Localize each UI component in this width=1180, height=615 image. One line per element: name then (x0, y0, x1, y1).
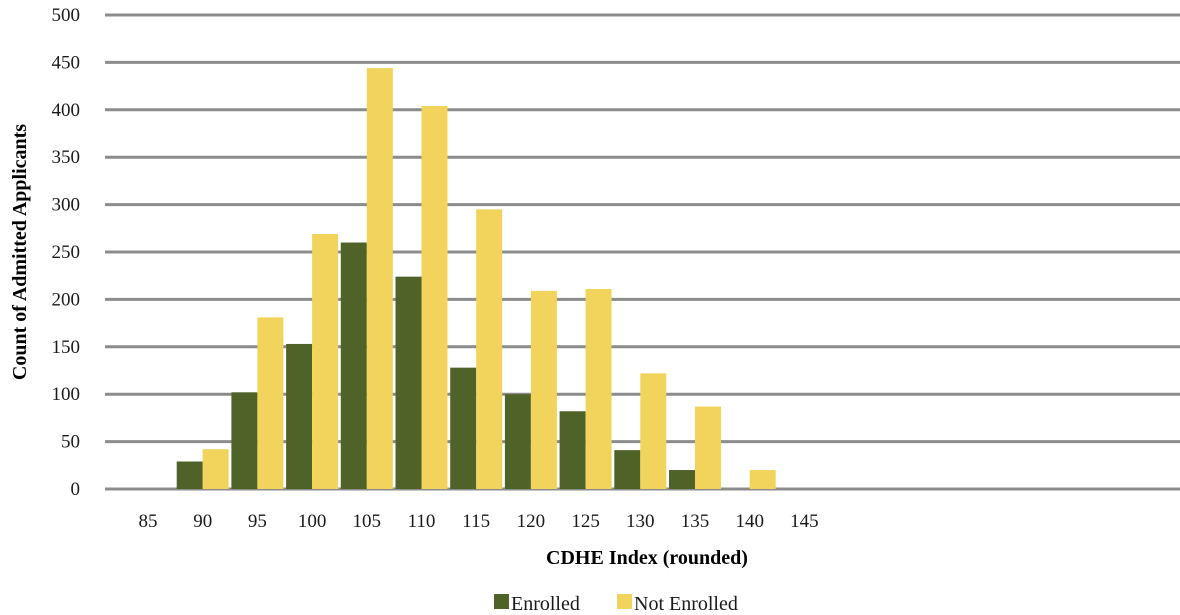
bar-not-enrolled-90 (202, 449, 229, 489)
x-tick-label: 145 (790, 511, 819, 532)
x-tick-label: 140 (735, 511, 764, 532)
bar-enrolled-100 (286, 343, 313, 489)
legend-label-enrolled: Enrolled (511, 593, 580, 615)
y-axis-title: Count of Admitted Applicants (9, 124, 31, 380)
bar-not-enrolled-100 (312, 233, 339, 489)
bar-enrolled-95 (231, 392, 258, 489)
legend: Enrolled Not Enrolled (494, 593, 738, 615)
bar-enrolled-135 (669, 470, 695, 489)
bar-not-enrolled-115 (476, 209, 503, 489)
y-tick-label: 300 (52, 195, 81, 216)
bar-not-enrolled-135 (695, 406, 721, 489)
bar-not-enrolled-105 (366, 68, 393, 489)
x-tick-label: 90 (193, 511, 212, 532)
y-tick-label: 50 (61, 432, 80, 453)
y-tick-label: 150 (52, 337, 81, 358)
y-axis-tick-labels: 0 50 100 150 200 250 300 350 400 450 500 (52, 5, 81, 500)
x-tick-label: 95 (248, 511, 267, 532)
y-tick-label: 200 (52, 289, 81, 310)
x-tick-label: 110 (408, 511, 436, 532)
x-tick-label: 105 (353, 511, 382, 532)
bar-not-enrolled-95 (257, 317, 284, 489)
gridlines (105, 13, 1180, 491)
y-tick-label: 0 (71, 479, 81, 500)
x-axis-title: CDHE Index (rounded) (546, 547, 748, 569)
bar-not-enrolled-120 (530, 290, 557, 489)
y-tick-label: 450 (52, 52, 81, 73)
x-tick-label: 130 (626, 511, 655, 532)
x-axis-tick-labels: 85 90 95 100 105 110 115 120 125 130 135 140 145 (139, 511, 819, 532)
bar-enrolled-115 (450, 367, 477, 489)
bar-not-enrolled-125 (585, 288, 612, 489)
y-tick-label: 400 (52, 100, 81, 121)
y-tick-label: 100 (52, 384, 81, 405)
bar-enrolled-125 (559, 411, 586, 489)
bar-not-enrolled-140 (749, 470, 776, 489)
bar-enrolled-110 (395, 276, 422, 489)
bars (176, 68, 776, 490)
bar-not-enrolled-110 (421, 106, 448, 490)
y-tick-label: 500 (52, 5, 81, 26)
y-tick-label: 250 (52, 242, 81, 263)
x-tick-label: 85 (139, 511, 158, 532)
bar-enrolled-90 (176, 461, 203, 489)
legend-label-not-enrolled: Not Enrolled (634, 593, 738, 615)
x-tick-label: 125 (571, 511, 600, 532)
bar-enrolled-105 (340, 242, 367, 489)
legend-swatch-enrolled (494, 594, 509, 609)
x-tick-label: 115 (462, 511, 490, 532)
x-tick-label: 100 (298, 511, 327, 532)
x-tick-label: 120 (517, 511, 546, 532)
bar-enrolled-130 (614, 450, 641, 489)
bar-not-enrolled-130 (640, 373, 667, 489)
y-tick-label: 350 (52, 147, 81, 168)
x-tick-label: 135 (681, 511, 710, 532)
bar-enrolled-120 (504, 394, 531, 489)
legend-swatch-not-enrolled (617, 594, 632, 609)
